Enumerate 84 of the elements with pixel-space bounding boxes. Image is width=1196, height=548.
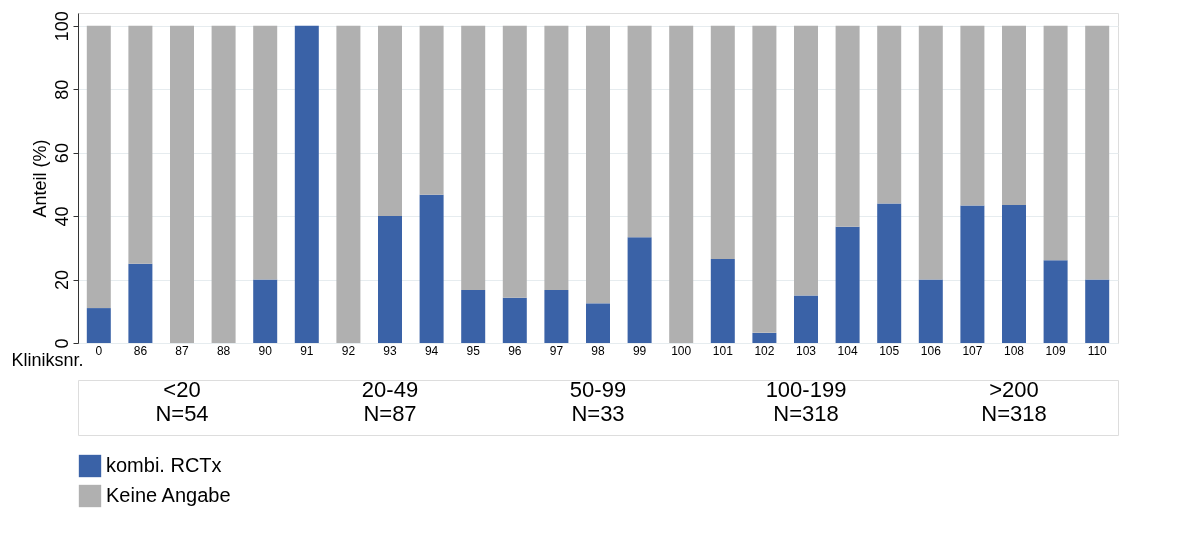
x-tick-label: 97	[549, 343, 564, 358]
bar	[419, 194, 444, 343]
bar	[128, 263, 153, 343]
bar	[918, 279, 943, 343]
bar	[253, 279, 278, 343]
x-tick-label: 110	[1087, 343, 1108, 358]
x-tick-label: 91	[300, 343, 314, 358]
bar	[378, 25, 402, 217]
bar	[336, 25, 361, 343]
bar	[502, 297, 527, 343]
y-tick-label: 20	[51, 270, 72, 291]
x-tick-label: 86	[133, 343, 148, 358]
bar	[669, 25, 694, 343]
bar	[752, 25, 777, 333]
bar	[1085, 25, 1110, 280]
x-axis-title: Kliniksnr.	[11, 349, 84, 370]
x-tick-label: 0	[95, 343, 103, 358]
bar	[461, 25, 486, 291]
text: 100-199 N=318	[765, 377, 847, 426]
bar	[86, 308, 111, 343]
text: 50-99 N=33	[569, 377, 627, 426]
x-tick-label: 108	[1003, 343, 1025, 358]
y-tick-label: 60	[51, 143, 72, 164]
bar	[1043, 260, 1068, 343]
x-tick-label: 103	[795, 343, 817, 358]
bar	[627, 237, 652, 343]
x-tick-label: 90	[258, 343, 273, 358]
bar	[128, 25, 153, 264]
text: 20-49 N=87	[361, 377, 419, 426]
x-tick-label: 105	[879, 343, 900, 358]
bar	[378, 216, 402, 343]
x-tick-label: 107	[962, 343, 983, 358]
text: >200 N=318	[981, 377, 1047, 426]
bar	[794, 25, 818, 296]
bar	[1043, 25, 1068, 261]
x-tick-label: 87	[175, 343, 189, 358]
bar	[794, 295, 818, 343]
bar	[253, 25, 278, 280]
x-tick-label: 101	[712, 343, 734, 358]
bar	[1002, 25, 1026, 205]
bar	[960, 25, 985, 206]
bar	[544, 290, 569, 343]
bar	[294, 25, 319, 343]
bar	[710, 258, 735, 343]
bar	[586, 303, 610, 343]
bar	[502, 25, 527, 298]
x-tick-label: 95	[466, 343, 481, 358]
bar	[877, 25, 902, 204]
y-tick-label: 40	[51, 206, 72, 227]
x-tick-label: 93	[383, 343, 397, 358]
x-tick-label: 106	[920, 343, 942, 358]
bar	[918, 25, 943, 280]
bar	[586, 25, 610, 304]
bar	[835, 25, 860, 227]
y-axis-title: Anteil (%)	[29, 139, 50, 218]
bar	[877, 203, 902, 343]
y-tick-label: 80	[51, 79, 72, 100]
x-tick-label: 109	[1045, 343, 1066, 358]
bar	[544, 25, 569, 291]
x-tick-label: 99	[632, 343, 647, 358]
text: <20 N=54	[155, 377, 209, 426]
bar	[752, 332, 777, 343]
bar	[419, 25, 444, 195]
bar	[1002, 204, 1026, 343]
bar	[960, 205, 985, 343]
x-tick-label: 94	[424, 343, 439, 358]
bar	[1085, 279, 1110, 343]
x-tick-label: 104	[837, 343, 858, 358]
bar	[211, 25, 236, 343]
legend-label: Keine Angabe	[106, 484, 231, 506]
bar	[461, 290, 486, 343]
x-tick-label: 92	[341, 343, 356, 358]
bar	[86, 25, 111, 309]
x-tick-label: 96	[508, 343, 522, 358]
legend-label: kombi. RCTx	[106, 454, 222, 476]
x-tick-label: 98	[591, 343, 605, 358]
bar	[170, 25, 194, 343]
x-tick-label: 102	[754, 343, 775, 358]
x-tick-label: 88	[216, 343, 231, 358]
bar	[710, 25, 735, 259]
bar	[627, 25, 652, 238]
bar	[835, 226, 860, 343]
y-tick-label: 100	[51, 11, 72, 42]
x-tick-label: 100	[671, 343, 692, 358]
